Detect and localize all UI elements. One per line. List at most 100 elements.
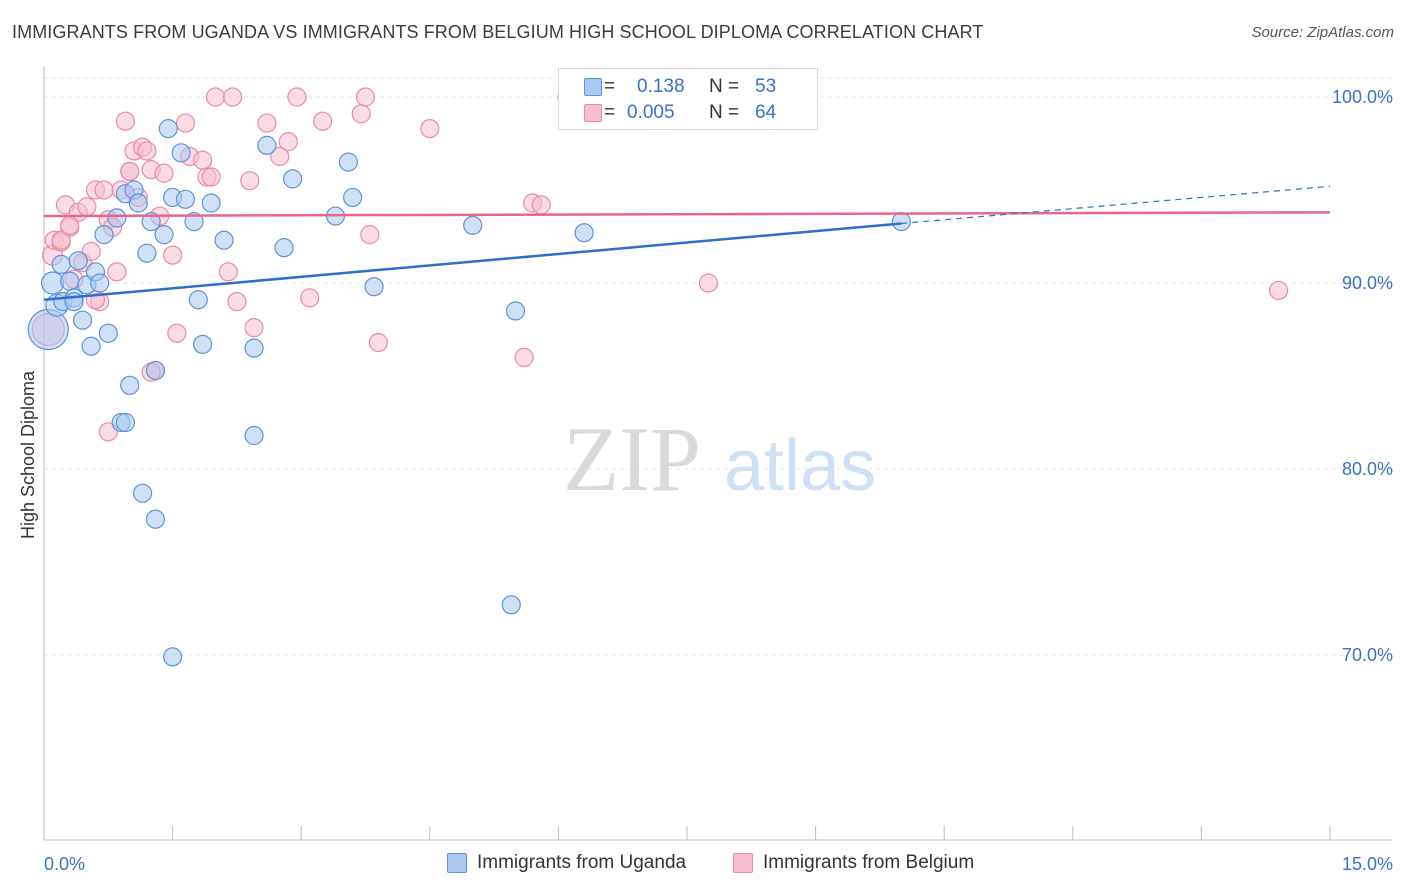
uganda-point[interactable]	[274, 238, 294, 258]
belgium-point[interactable]	[223, 87, 243, 107]
uganda-point[interactable]	[338, 152, 358, 172]
uganda-point[interactable]	[98, 323, 118, 343]
belgium-point[interactable]	[531, 195, 551, 215]
belgium-point[interactable]	[698, 273, 719, 293]
legend-row-uganda: R = 0.138 N = 53	[584, 75, 776, 99]
uganda-point[interactable]	[40, 271, 65, 295]
uganda-point[interactable]	[574, 223, 594, 243]
uganda-point[interactable]	[90, 273, 110, 293]
belgium-point[interactable]	[175, 113, 196, 133]
belgium-point[interactable]	[227, 292, 247, 312]
uganda-trend-line	[43, 222, 902, 301]
legend-swatch-belgium	[584, 104, 602, 122]
belgium-point[interactable]	[163, 245, 183, 265]
series-swatch-belgium	[733, 853, 753, 873]
belgium-point[interactable]	[360, 225, 380, 245]
belgium-point[interactable]	[107, 262, 127, 282]
uganda-point[interactable]	[171, 143, 191, 163]
x-tick-label: 0.0%	[44, 854, 85, 874]
uganda-point[interactable]	[81, 336, 101, 356]
belgium-point[interactable]	[351, 104, 371, 124]
uganda-point[interactable]	[343, 187, 363, 208]
uganda-point[interactable]	[364, 277, 384, 297]
uganda-point[interactable]	[175, 189, 196, 209]
belgium-point[interactable]	[420, 119, 440, 139]
belgium-point[interactable]	[81, 241, 101, 261]
series-legend-uganda[interactable]: Immigrants from Uganda	[447, 852, 686, 874]
belgium-point[interactable]	[368, 332, 388, 353]
source-label: Source: ZipAtlas.com	[1251, 24, 1394, 41]
grid-layer	[44, 77, 1392, 656]
belgium-point[interactable]	[270, 146, 290, 167]
belgium-point[interactable]	[514, 347, 534, 367]
belgium-point[interactable]	[94, 180, 114, 200]
uganda-point[interactable]	[184, 212, 204, 232]
belgium-point[interactable]	[167, 323, 187, 343]
uganda-point[interactable]	[120, 375, 140, 395]
trend-layer	[43, 185, 1331, 301]
belgium-point[interactable]	[313, 111, 333, 131]
uganda-point[interactable]	[128, 193, 148, 213]
uganda-point[interactable]	[132, 483, 153, 503]
belgium-point[interactable]	[205, 87, 226, 107]
uganda-point[interactable]	[51, 254, 71, 274]
uganda-point[interactable]	[107, 208, 127, 228]
belgium-points	[31, 87, 1289, 442]
belgium-point[interactable]	[120, 161, 140, 181]
legend-r-value-belgium: 0.005	[627, 102, 675, 123]
belgium-point[interactable]	[154, 163, 174, 183]
uganda-point[interactable]	[115, 412, 136, 433]
uganda-point[interactable]	[60, 271, 80, 291]
uganda-point[interactable]	[158, 119, 178, 139]
uganda-point[interactable]	[244, 338, 264, 358]
uganda-point[interactable]	[154, 225, 174, 245]
uganda-point[interactable]	[891, 212, 911, 232]
series-legend-belgium[interactable]: Immigrants from Belgium	[733, 852, 974, 874]
belgium-point[interactable]	[193, 150, 213, 170]
uganda-point[interactable]	[283, 169, 303, 189]
uganda-point[interactable]	[257, 135, 277, 155]
uganda-point[interactable]	[141, 212, 161, 232]
legend-swatch-uganda	[584, 78, 602, 96]
belgium-point[interactable]	[115, 111, 136, 131]
uganda-point[interactable]	[68, 251, 88, 271]
correlation-legend: R = 0.138 N = 53 R = 0.005 N = 64	[558, 68, 818, 130]
uganda-point[interactable]	[501, 595, 521, 615]
watermark-atlas: atlas	[724, 426, 876, 506]
uganda-point[interactable]	[72, 310, 93, 330]
uganda-point[interactable]	[463, 215, 483, 235]
belgium-point[interactable]	[240, 171, 260, 191]
uganda-point[interactable]	[193, 334, 213, 354]
belgium-point[interactable]	[77, 197, 97, 217]
belgium-point[interactable]	[355, 87, 376, 107]
chart-title: IMMIGRANTS FROM UGANDA VS IMMIGRANTS FRO…	[12, 22, 984, 42]
belgium-point[interactable]	[1268, 280, 1289, 301]
belgium-point[interactable]	[60, 215, 80, 235]
uganda-point[interactable]	[137, 243, 157, 263]
uganda-point[interactable]	[214, 230, 234, 250]
uganda-point[interactable]	[145, 360, 166, 381]
uganda-point[interactable]	[505, 301, 526, 321]
belgium-point[interactable]	[51, 230, 71, 250]
series-legend-belgium-label: Immigrants from Belgium	[763, 852, 975, 873]
belgium-point[interactable]	[201, 167, 221, 187]
uganda-point[interactable]	[94, 225, 114, 245]
belgium-point[interactable]	[98, 422, 118, 442]
y-tick-label: 80.0%	[1342, 459, 1393, 479]
belgium-point[interactable]	[287, 87, 307, 107]
belgium-point[interactable]	[244, 318, 264, 338]
belgium-point[interactable]	[300, 288, 320, 308]
uganda-point[interactable]	[188, 290, 208, 310]
uganda-point[interactable]	[145, 509, 166, 529]
uganda-point[interactable]	[201, 193, 221, 213]
belgium-point[interactable]	[137, 141, 157, 161]
uganda-point[interactable]	[244, 425, 264, 446]
axis-layer: 100.0% 90.0% 80.0% 70.0% 0.0% 15.0%	[43, 66, 1393, 874]
uganda-point[interactable]	[163, 647, 183, 667]
belgium-point[interactable]	[218, 262, 238, 282]
series-legend: Immigrants from Uganda Immigrants from B…	[0, 852, 1406, 878]
legend-n-label: N =	[709, 76, 740, 97]
belgium-point[interactable]	[278, 132, 298, 152]
belgium-point[interactable]	[257, 113, 277, 133]
